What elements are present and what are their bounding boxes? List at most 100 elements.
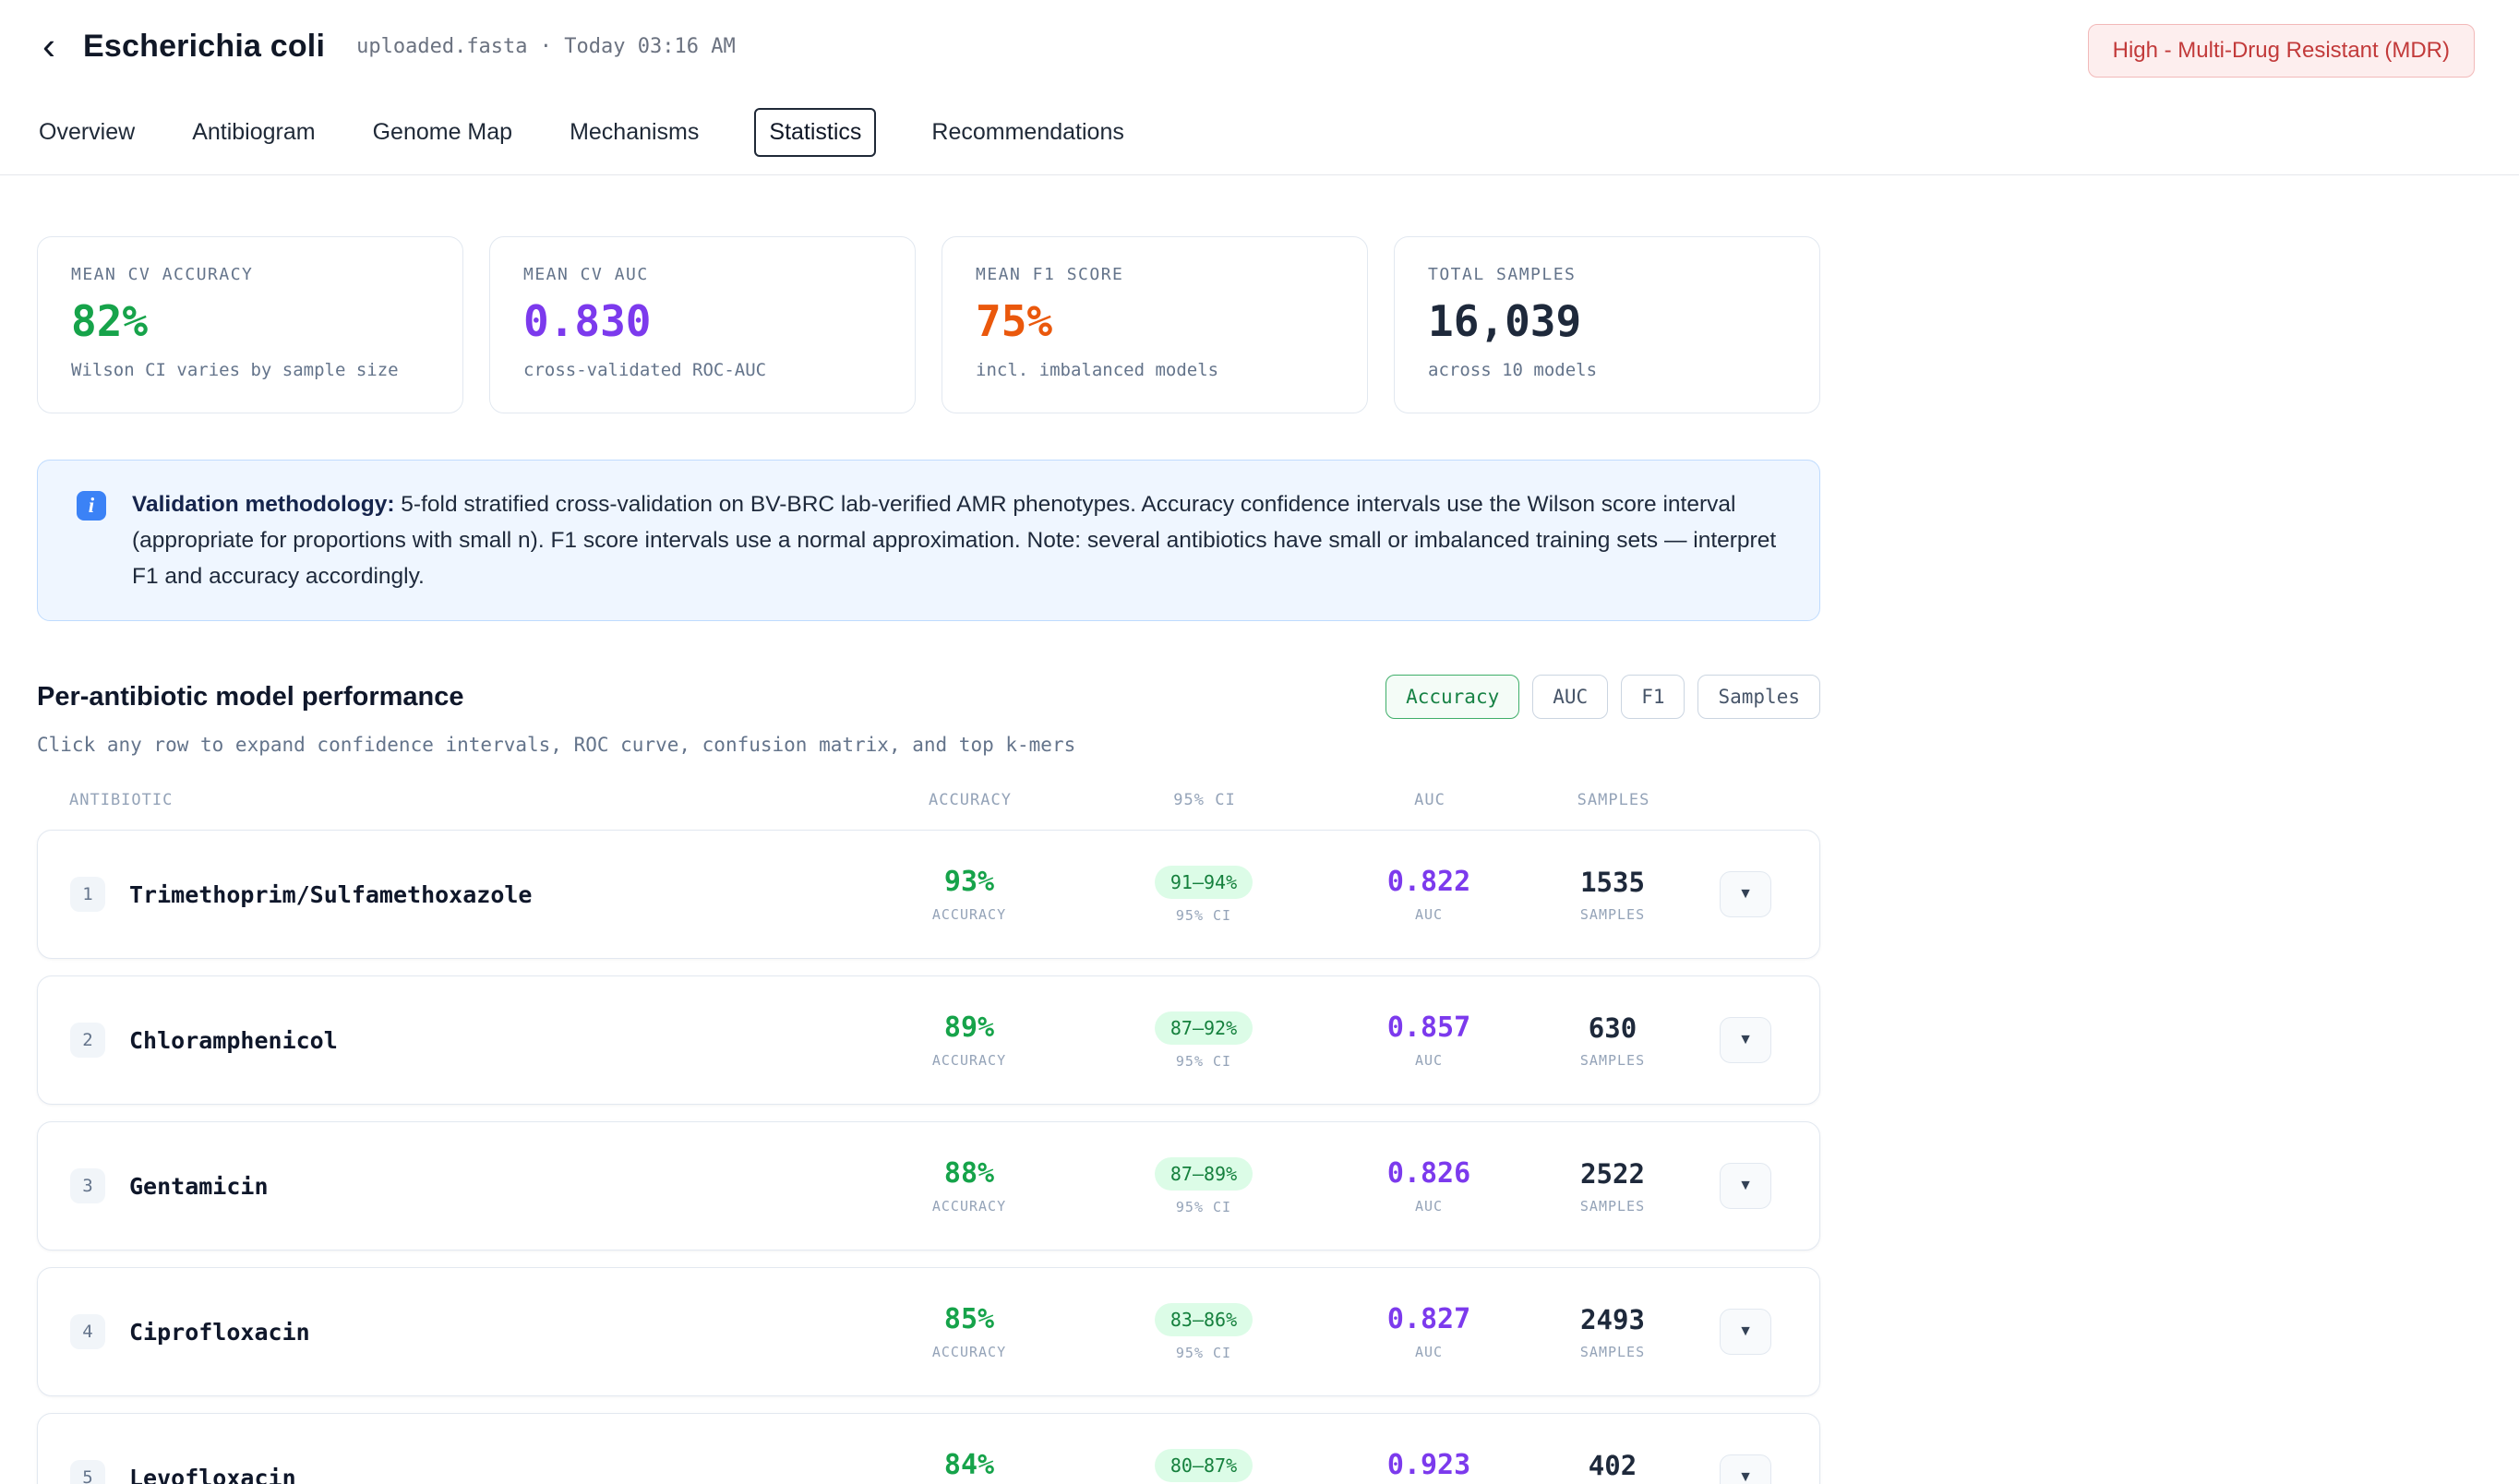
ci-badge: 91–94%	[1154, 865, 1254, 899]
sort-auc-button[interactable]: AUC	[1532, 675, 1609, 719]
tab-bar: Overview Antibiogram Genome Map Mechanis…	[0, 90, 2519, 175]
accuracy-cell: 89% ACCURACY	[868, 1011, 1071, 1069]
ci-cell: 91–94% 95% CI	[1093, 865, 1314, 924]
expand-row-button[interactable]: ▼	[1720, 871, 1771, 917]
auc-value: 0.822	[1386, 866, 1471, 898]
stat-subtext: incl. imbalanced models	[976, 360, 1219, 380]
samples-label: SAMPLES	[1579, 905, 1646, 923]
stat-label: MEAN CV AUC	[523, 265, 649, 284]
samples-cell: 402 SAMPLES	[1543, 1450, 1682, 1484]
back-button[interactable]: ‹	[37, 26, 61, 66]
antibiotic-name: Gentamicin	[129, 1172, 269, 1200]
ci-cell: 80–87% 95% CI	[1093, 1448, 1314, 1484]
chevron-down-icon: ▼	[1738, 1032, 1753, 1047]
table-row-trimethoprim-sulfamethoxazole[interactable]: 1 Trimethoprim/Sulfamethoxazole 93% ACCU…	[37, 830, 1820, 959]
stat-card-mean-cv-accuracy: MEAN CV ACCURACY 82% Wilson CI varies by…	[37, 236, 463, 413]
samples-value: 1535	[1580, 866, 1645, 898]
accuracy-value: 88%	[943, 1157, 995, 1190]
stat-subtext: cross-validated ROC-AUC	[523, 360, 767, 380]
auc-value: 0.857	[1386, 1011, 1471, 1044]
chevron-down-icon: ▼	[1738, 1323, 1753, 1339]
upload-timestamp: Today 03:16 AM	[564, 34, 736, 58]
auc-value: 0.923	[1386, 1449, 1471, 1481]
samples-cell: 1535 SAMPLES	[1543, 867, 1682, 923]
expand-row-button[interactable]: ▼	[1720, 1017, 1771, 1063]
accuracy-value: 84%	[943, 1449, 995, 1481]
tab-statistics[interactable]: Statistics	[754, 108, 877, 157]
risk-badge: High - Multi-Drug Resistant (MDR)	[2087, 24, 2475, 78]
sort-samples-button[interactable]: Samples	[1697, 675, 1820, 719]
tab-overview[interactable]: Overview	[37, 110, 137, 155]
ci-cell: 87–92% 95% CI	[1093, 1011, 1314, 1070]
antibiotic-name: Ciprofloxacin	[129, 1318, 310, 1346]
accuracy-cell: 84% ACCURACY	[868, 1449, 1071, 1484]
antibiotic-name: Trimethoprim/Sulfamethoxazole	[129, 880, 533, 908]
expand-row-button[interactable]: ▼	[1720, 1454, 1771, 1484]
file-meta: uploaded.fasta · Today 03:16 AM	[356, 35, 736, 58]
stat-subtext: Wilson CI varies by sample size	[71, 360, 399, 380]
rank-badge: 4	[70, 1314, 105, 1349]
tab-genome-map[interactable]: Genome Map	[371, 110, 514, 155]
stat-value: 16,039	[1428, 296, 1582, 346]
samples-label: SAMPLES	[1579, 1343, 1646, 1360]
auc-cell: 0.827 AUC	[1337, 1303, 1521, 1360]
validation-methodology-text: Validation methodology: 5-fold stratifie…	[132, 486, 1788, 594]
auc-cell: 0.822 AUC	[1337, 866, 1521, 923]
antibiotic-name: Chloramphenicol	[129, 1026, 338, 1054]
section-title: Per-antibiotic model performance	[37, 681, 464, 712]
stat-label: MEAN F1 SCORE	[976, 265, 1124, 284]
page-header: ‹ Escherichia coli uploaded.fasta · Toda…	[0, 0, 2519, 78]
sort-accuracy-button[interactable]: Accuracy	[1385, 675, 1520, 719]
chevron-down-icon: ▼	[1738, 886, 1753, 902]
validation-methodology-label: Validation methodology:	[132, 492, 395, 517]
auc-label: AUC	[1414, 906, 1444, 923]
tab-mechanisms[interactable]: Mechanisms	[568, 110, 701, 155]
section-subtitle: Click any row to expand confidence inter…	[37, 734, 1076, 756]
ci-cell: 83–86% 95% CI	[1093, 1302, 1314, 1361]
auc-label: AUC	[1414, 1052, 1444, 1069]
ci-badge: 87–92%	[1154, 1011, 1254, 1045]
chevron-down-icon: ▼	[1738, 1469, 1753, 1484]
accuracy-cell: 93% ACCURACY	[868, 866, 1071, 923]
stat-label: TOTAL SAMPLES	[1428, 265, 1577, 284]
ci-badge: 80–87%	[1154, 1448, 1254, 1482]
ci-label: 95% CI	[1175, 906, 1232, 924]
stat-cards: MEAN CV ACCURACY 82% Wilson CI varies by…	[37, 236, 1820, 413]
samples-value: 2493	[1580, 1303, 1645, 1335]
sort-f1-button[interactable]: F1	[1621, 675, 1685, 719]
info-icon: i	[77, 491, 106, 521]
tab-recommendations[interactable]: Recommendations	[930, 110, 1125, 155]
samples-cell: 2493 SAMPLES	[1543, 1304, 1682, 1360]
accuracy-value: 93%	[943, 866, 995, 898]
samples-cell: 2522 SAMPLES	[1543, 1158, 1682, 1215]
validation-methodology-body: 5-fold stratified cross-validation on BV…	[132, 492, 1777, 589]
expand-row-button[interactable]: ▼	[1720, 1163, 1771, 1209]
auc-value: 0.827	[1386, 1303, 1471, 1335]
rank-badge: 1	[70, 877, 105, 912]
samples-value: 2522	[1580, 1157, 1645, 1190]
table-row-chloramphenicol[interactable]: 2 Chloramphenicol 89% ACCURACY 87–92% 95…	[37, 975, 1820, 1105]
column-header-accuracy: ACCURACY	[929, 791, 1012, 809]
auc-cell: 0.923 AUC	[1337, 1449, 1521, 1484]
auc-cell: 0.826 AUC	[1337, 1157, 1521, 1215]
antibiotic-name: Levofloxacin	[129, 1464, 296, 1484]
antibiotic-rows: 1 Trimethoprim/Sulfamethoxazole 93% ACCU…	[37, 830, 2519, 1484]
column-header-auc: AUC	[1414, 791, 1445, 809]
table-row-ciprofloxacin[interactable]: 4 Ciprofloxacin 85% ACCURACY 83–86% 95% …	[37, 1267, 1820, 1396]
statistics-content: MEAN CV ACCURACY 82% Wilson CI varies by…	[0, 236, 2519, 1484]
samples-cell: 630 SAMPLES	[1543, 1012, 1682, 1069]
tab-antibiogram[interactable]: Antibiogram	[190, 110, 317, 155]
auc-value: 0.826	[1386, 1157, 1471, 1190]
auc-label: AUC	[1414, 1198, 1444, 1215]
samples-label: SAMPLES	[1579, 1197, 1646, 1215]
table-row-levofloxacin[interactable]: 5 Levofloxacin 84% ACCURACY 80–87% 95% C…	[37, 1413, 1820, 1484]
expand-row-button[interactable]: ▼	[1720, 1309, 1771, 1355]
samples-value: 630	[1588, 1011, 1637, 1044]
rank-badge: 2	[70, 1023, 105, 1058]
ci-label: 95% CI	[1175, 1344, 1232, 1361]
column-header-samples: SAMPLES	[1577, 791, 1650, 809]
accuracy-label: ACCURACY	[931, 906, 1007, 923]
section-header-row: Per-antibiotic model performance Accurac…	[37, 675, 1820, 719]
table-row-gentamicin[interactable]: 3 Gentamicin 88% ACCURACY 87–89% 95% CI …	[37, 1121, 1820, 1251]
chevron-down-icon: ▼	[1738, 1178, 1753, 1193]
